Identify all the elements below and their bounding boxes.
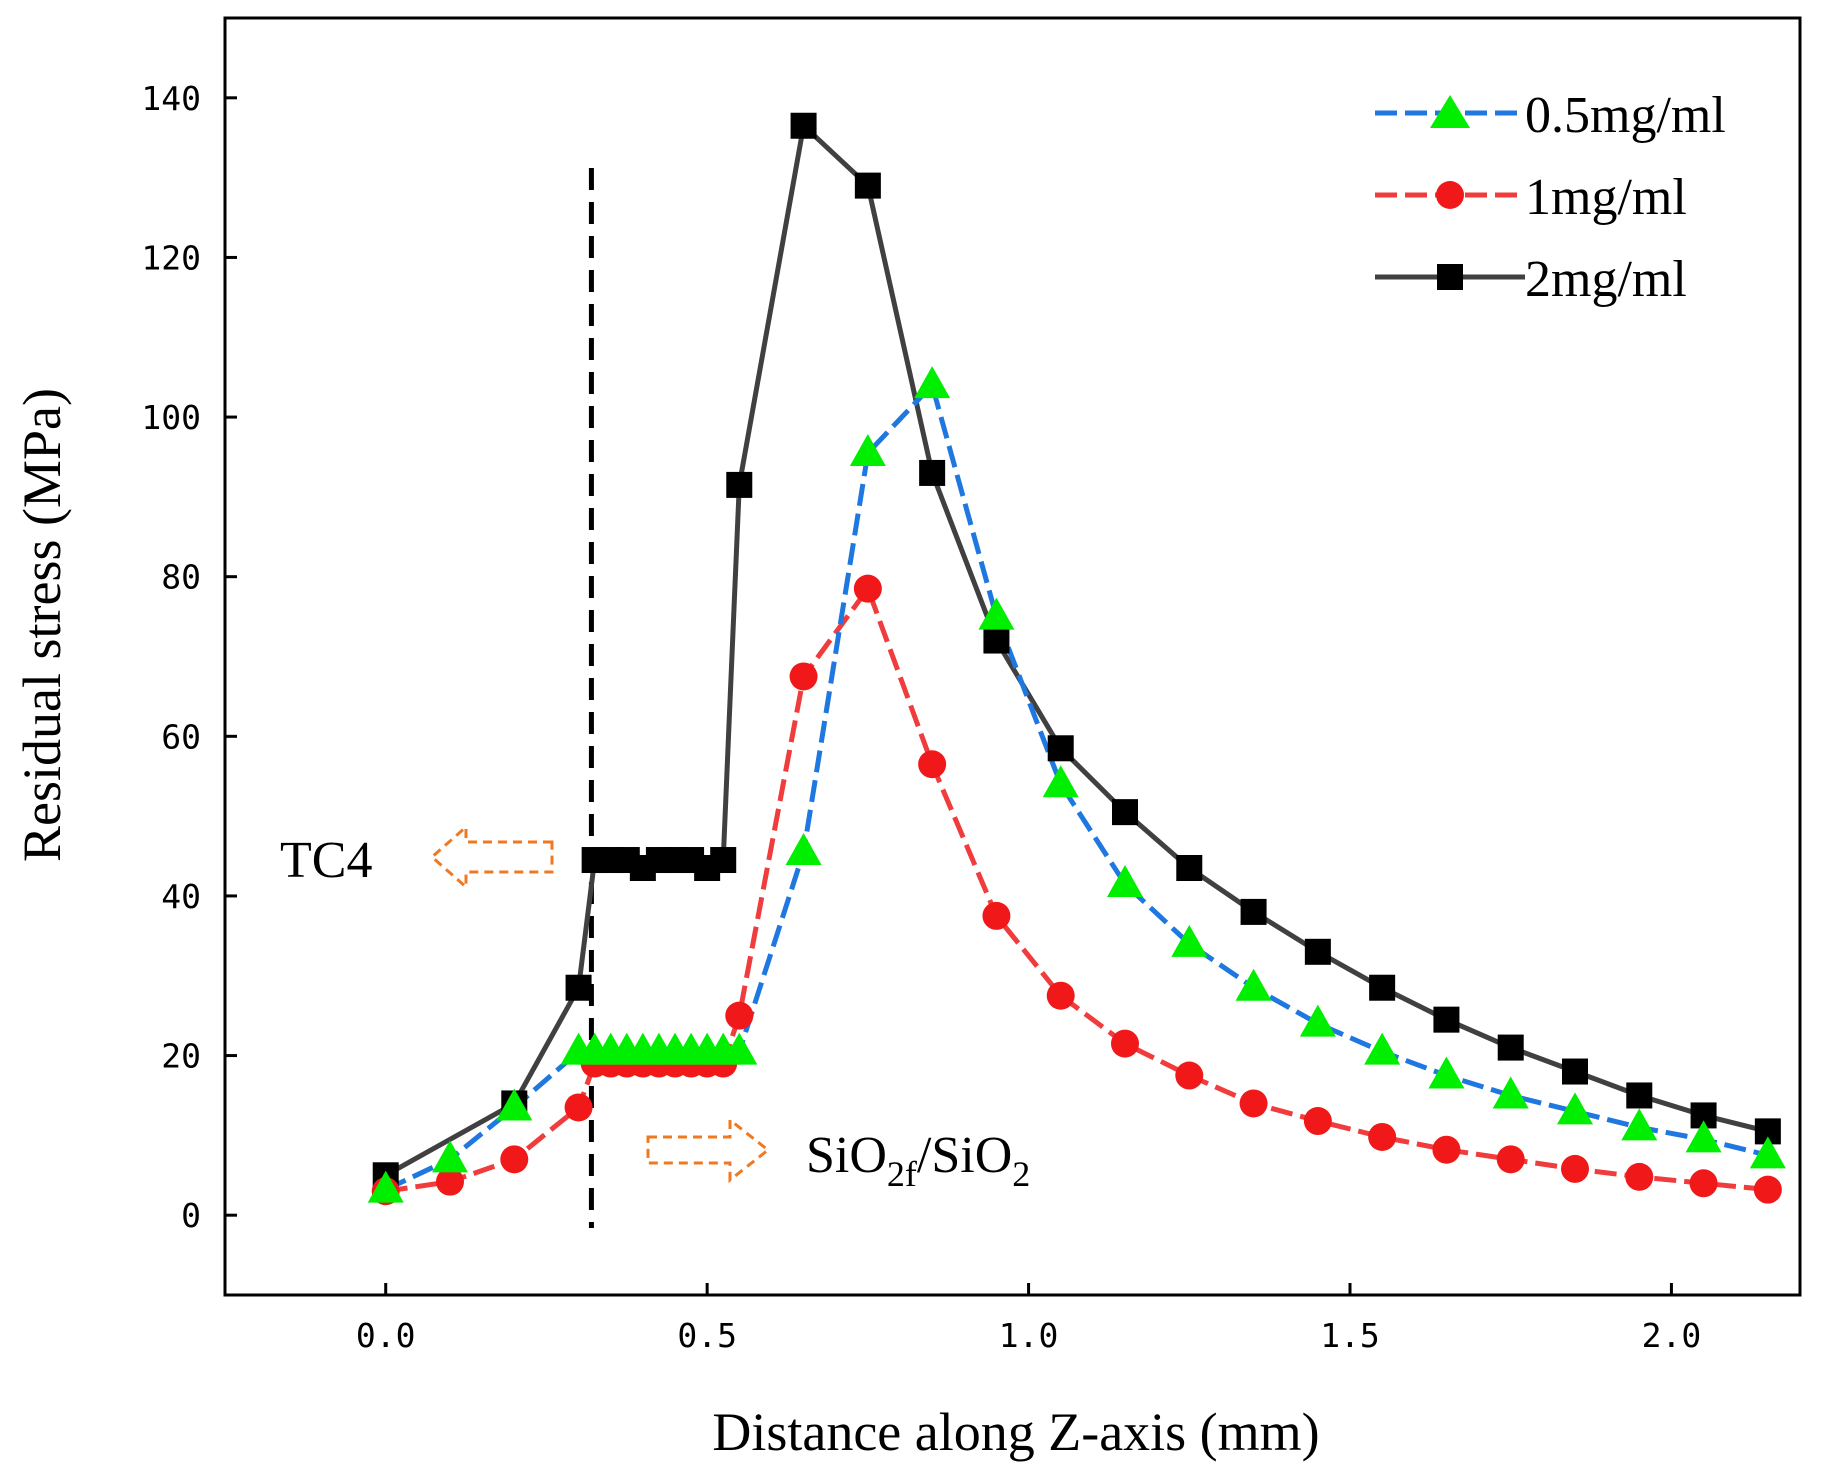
legend-label-1mg: 1mg/ml	[1525, 169, 1687, 226]
data-point-square	[854, 172, 881, 199]
data-point-square	[1433, 1006, 1460, 1033]
data-point-square	[1112, 799, 1138, 826]
x-tick-label: 1.0	[999, 1316, 1059, 1355]
data-point-circle	[1303, 1107, 1332, 1136]
legend-label-0.5mg: 0.5mg/ml	[1525, 87, 1726, 144]
data-point-triangle	[978, 597, 1015, 630]
y-tick-label: 120	[141, 238, 201, 277]
left-arrow-icon	[429, 823, 554, 891]
data-point-circle	[1239, 1089, 1268, 1118]
y-axis-ticks: 0 20 40 60 80 100 120 140	[141, 79, 237, 1235]
y-tick-label: 40	[161, 877, 201, 916]
data-point-circle	[853, 574, 882, 603]
data-point-circle	[1368, 1122, 1397, 1151]
data-point-circle	[789, 662, 818, 691]
x-tick-label: 1.5	[1320, 1316, 1380, 1355]
data-point-triangle	[1557, 1092, 1593, 1125]
data-point-circle	[1432, 1135, 1461, 1164]
data-point-triangle	[1364, 1032, 1401, 1065]
circle-marker-icon	[1436, 181, 1464, 209]
data-point-triangle	[1428, 1056, 1465, 1089]
data-point-triangle	[849, 433, 886, 466]
data-point-square	[1369, 974, 1396, 1001]
legend-entry-2mg: 2mg/ml	[1375, 251, 1687, 308]
data-point-triangle	[914, 366, 951, 399]
y-tick-label: 20	[161, 1037, 201, 1076]
data-point-triangle	[1621, 1108, 1658, 1141]
triangle-marker-icon	[1430, 95, 1470, 128]
data-point-square	[1562, 1058, 1588, 1085]
data-point-triangle	[1107, 864, 1143, 897]
x-tick-label: 2.0	[1642, 1316, 1702, 1355]
data-point-circle	[725, 1001, 754, 1030]
data-point-circle	[500, 1145, 529, 1174]
data-point-square	[919, 459, 946, 486]
data-point-circle	[1496, 1145, 1525, 1174]
data-point-triangle	[496, 1088, 533, 1121]
x-axis-ticks: 0.0 0.5 1.0 1.5 2.0	[356, 1283, 1701, 1355]
data-point-triangle	[1171, 924, 1208, 957]
plot-frame	[223, 16, 1802, 1297]
y-tick-label: 140	[141, 79, 201, 118]
tc4-annotation: TC4	[280, 823, 554, 891]
data-point-square	[790, 112, 817, 139]
x-tick-label: 0.0	[356, 1316, 416, 1355]
right-arrow-icon	[646, 1116, 771, 1184]
data-point-circle	[1689, 1169, 1718, 1198]
data-point-triangle	[721, 1032, 758, 1065]
data-point-circle	[436, 1167, 464, 1196]
data-point-square	[1047, 735, 1074, 762]
data-point-triangle	[367, 1170, 404, 1203]
data-point-square	[1240, 898, 1267, 925]
data-point-triangle	[1235, 968, 1272, 1001]
data-point-circle	[918, 750, 947, 779]
data-point-circle	[982, 901, 1011, 930]
data-point-triangle	[1749, 1136, 1786, 1169]
data-point-square	[983, 627, 1010, 654]
data-point-square	[710, 847, 737, 874]
data-point-circle	[1753, 1175, 1782, 1204]
data-point-square	[1626, 1082, 1653, 1109]
data-point-circle	[1175, 1061, 1204, 1090]
y-axis-title: Residual stress (MPa)	[12, 388, 72, 862]
y-tick-label: 60	[161, 717, 201, 756]
data-point-square	[565, 974, 592, 1001]
sio2-annotation: SiO2f/SiO2	[646, 1116, 1030, 1194]
data-point-square	[1176, 855, 1203, 882]
data-point-circle	[1561, 1154, 1589, 1183]
data-point-triangle	[1492, 1076, 1529, 1109]
x-axis-title: Distance along Z-axis (mm)	[712, 1402, 1319, 1462]
legend-label-2mg: 2mg/ml	[1525, 251, 1687, 308]
legend-entry-0.5mg: 0.5mg/ml	[1375, 87, 1726, 144]
data-point-triangle	[432, 1140, 468, 1173]
series-markers	[367, 112, 1786, 1206]
data-point-circle	[564, 1093, 593, 1122]
y-tick-label: 0	[181, 1196, 201, 1235]
data-point-square	[1304, 938, 1331, 965]
y-tick-label: 100	[141, 398, 201, 437]
series-line-0.5mg-ml	[384, 382, 1769, 1192]
legend-entry-1mg: 1mg/ml	[1375, 169, 1687, 226]
square-marker-icon	[1437, 264, 1463, 290]
tc4-label: TC4	[280, 832, 372, 889]
y-tick-label: 80	[161, 558, 201, 597]
data-point-triangle	[1042, 765, 1079, 798]
sio2-label: SiO2f/SiO2	[806, 1127, 1030, 1194]
data-point-circle	[1111, 1029, 1139, 1058]
data-point-triangle	[785, 833, 822, 866]
data-point-circle	[1625, 1162, 1654, 1191]
data-point-triangle	[1685, 1120, 1722, 1153]
data-point-circle	[1046, 981, 1075, 1010]
data-point-square	[726, 471, 753, 498]
plot-frame-rect	[223, 16, 1802, 1297]
x-tick-label: 0.5	[677, 1316, 737, 1355]
data-point-triangle	[1299, 1004, 1336, 1037]
data-point-square	[1497, 1034, 1524, 1061]
legend: 0.5mg/ml 1mg/ml 2mg/ml	[1375, 87, 1726, 308]
